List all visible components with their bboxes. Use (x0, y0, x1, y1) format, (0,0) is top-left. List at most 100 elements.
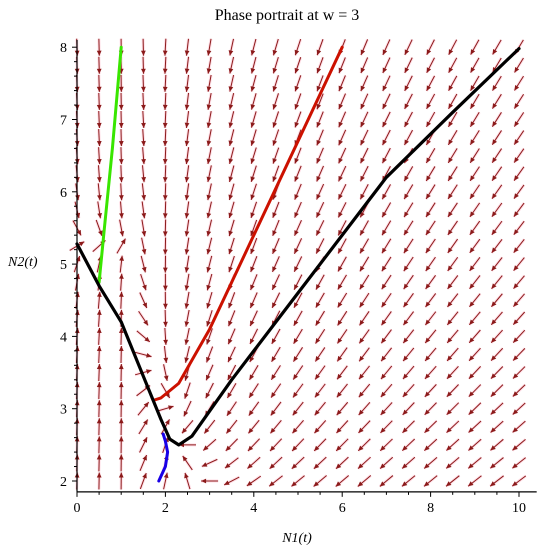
y-tick-label: 3 (60, 403, 67, 418)
field-arrow-head (447, 319, 453, 325)
field-arrow-head (96, 309, 102, 315)
field-arrow-head (448, 103, 454, 109)
field-arrow-head (184, 50, 190, 56)
field-arrow-head (141, 176, 147, 183)
field-arrow-head (402, 391, 408, 397)
field-arrow-head (491, 211, 497, 217)
field-arrow-head (469, 319, 475, 325)
field-arrow-head (141, 86, 146, 92)
field-arrow-head (249, 356, 255, 362)
field-arrow-head (248, 410, 254, 416)
field-arrow-head (468, 391, 475, 397)
field-arrow-head (272, 266, 277, 272)
field-arrow-head (162, 50, 168, 56)
field-arrow-head (162, 231, 168, 237)
field-arrow-head (143, 402, 149, 408)
field-arrow-head (293, 302, 299, 308)
field-arrow-head (426, 103, 432, 109)
field-arrow-head (184, 339, 190, 345)
field-arrow-head (360, 193, 365, 200)
field-arrow-head (380, 391, 386, 398)
field-arrow-head (162, 122, 168, 128)
field-arrow-head (470, 85, 476, 91)
field-arrow-head (382, 67, 388, 73)
field-arrow-head (184, 213, 190, 219)
field-arrow-head (316, 193, 321, 200)
field-arrow-head (294, 284, 299, 290)
field-arrow-head (448, 67, 454, 73)
field-arrow-head (162, 249, 168, 255)
field-arrow-head (162, 213, 168, 219)
x-axis-label: N1(t) (281, 531, 312, 546)
field-arrow-head (204, 428, 210, 434)
field-arrow-head (250, 104, 256, 110)
field-arrow-head (184, 249, 190, 255)
field-arrow-head (228, 176, 234, 182)
field-arrow-head (141, 68, 146, 74)
field-arrow-head (313, 463, 320, 469)
field-arrow-head (228, 266, 233, 273)
field-arrow-head (141, 140, 146, 147)
field-arrow-head (184, 176, 190, 183)
field-arrow-head (184, 104, 190, 110)
field-arrow-head (403, 355, 409, 362)
field-arrow-head (338, 193, 343, 200)
field-arrow-head (183, 410, 189, 417)
field-arrow-head (247, 463, 253, 469)
field-arrow-head (141, 213, 147, 219)
field-arrow-head (118, 195, 124, 201)
field-arrow-head (401, 481, 408, 487)
field-arrow-head (490, 391, 497, 397)
field-arrow-head (338, 265, 343, 272)
field-arrow-head (294, 248, 299, 254)
field-arrow-head (469, 229, 475, 235)
field-arrow-head (292, 445, 298, 452)
field-arrow-head (470, 193, 475, 199)
field-arrow-head (447, 229, 453, 235)
x-tick-label: 0 (74, 501, 81, 516)
field-arrow-head (448, 121, 454, 127)
field-arrow-head (184, 393, 189, 399)
field-arrow-head (425, 319, 431, 326)
field-arrow-head (294, 194, 299, 200)
field-arrow-head (316, 103, 322, 110)
field-arrow-head (118, 159, 124, 165)
field-arrow-head (446, 427, 452, 433)
field-arrow-head (513, 301, 519, 307)
field-arrow-head (314, 427, 320, 434)
field-arrow-head (315, 373, 321, 380)
field-arrow-head (270, 445, 276, 452)
field-arrow-head (492, 175, 497, 181)
field-arrow-head (470, 67, 476, 73)
field-arrow-head (382, 157, 387, 164)
field-arrow-head (381, 301, 387, 308)
field-arrow-head (96, 159, 102, 165)
field-arrow-head (249, 374, 255, 380)
field-arrow-head (228, 68, 234, 74)
x-tick-label: 6 (339, 501, 346, 516)
field-arrow-head (470, 103, 476, 109)
field-arrow-head (163, 357, 169, 363)
field-arrow-head (184, 303, 190, 309)
field-arrow-head (448, 139, 453, 145)
field-arrow-head (403, 301, 409, 308)
field-arrow-head (118, 382, 124, 388)
field-arrow-head (425, 229, 431, 236)
field-arrow-head (224, 463, 231, 469)
field-arrow-head (514, 66, 520, 73)
field-arrow-head (359, 301, 365, 308)
field-arrow-head (470, 157, 475, 163)
field-arrow-head (426, 85, 432, 91)
field-arrow-head (118, 104, 124, 110)
field-arrow-head (359, 373, 365, 380)
field-arrow-head (468, 463, 474, 469)
field-arrow-head (446, 463, 452, 469)
x-tick-label: 2 (162, 501, 169, 516)
field-arrow-head (426, 67, 432, 73)
field-arrow-head (381, 247, 387, 254)
field-arrow-head (162, 159, 168, 165)
field-arrow-head (337, 337, 343, 344)
field-arrow-head (292, 409, 298, 416)
field-arrow-head (491, 283, 497, 289)
field-arrow-head (270, 410, 276, 416)
